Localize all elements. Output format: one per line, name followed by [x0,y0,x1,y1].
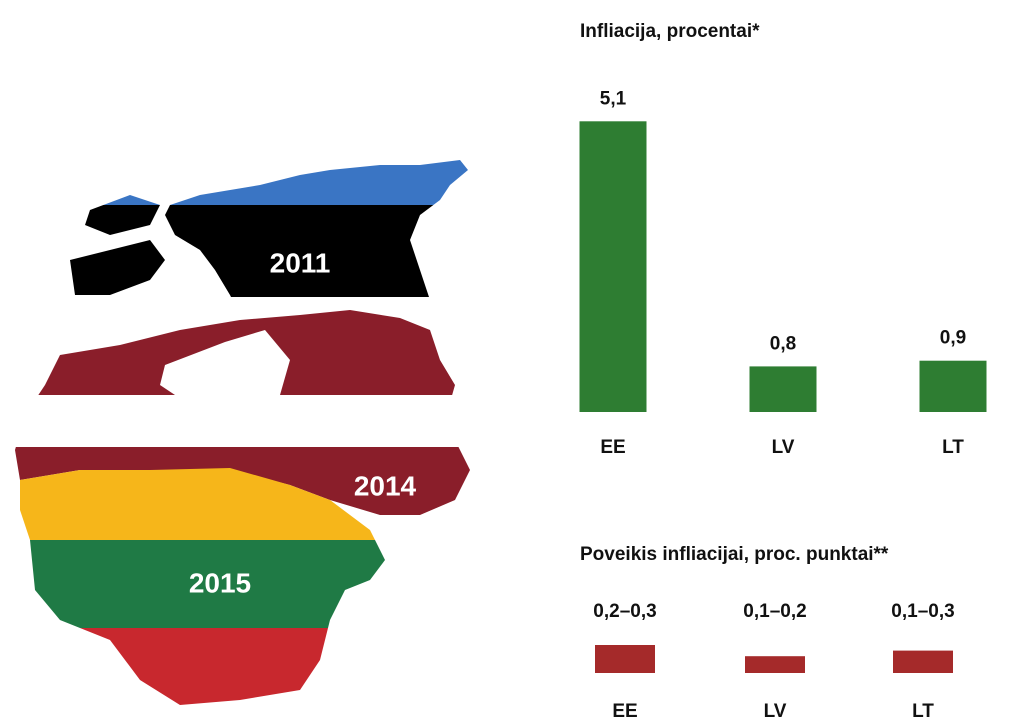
category-label: LV [764,701,787,722]
category-label: EE [600,437,625,458]
category-label: LV [772,437,795,458]
bar [745,656,805,673]
chart-title: Infliacija, procentai* [580,21,760,42]
map-label: 2014 [354,470,417,501]
bar [579,121,647,413]
category-label: EE [612,701,637,722]
bar [595,645,655,673]
value-label: 0,1–0,3 [891,601,954,622]
bar [919,360,987,412]
map: 2011 2014 2015 [15,160,470,705]
category-label: LT [912,701,934,722]
gulf [160,330,290,410]
map-label: 2011 [270,247,331,278]
estonia [70,160,468,322]
value-label: 0,9 [940,328,966,349]
bar [893,650,953,673]
value-label: 0,1–0,2 [743,601,806,622]
category-label: LT [942,437,964,458]
value-label: 5,1 [600,88,627,109]
bar [749,366,817,412]
chart-title: Poveikis infliacijai, proc. punktai** [580,544,889,565]
value-label: 0,2–0,3 [593,601,656,622]
map-label: 2015 [189,567,251,598]
value-label: 0,8 [770,333,796,354]
